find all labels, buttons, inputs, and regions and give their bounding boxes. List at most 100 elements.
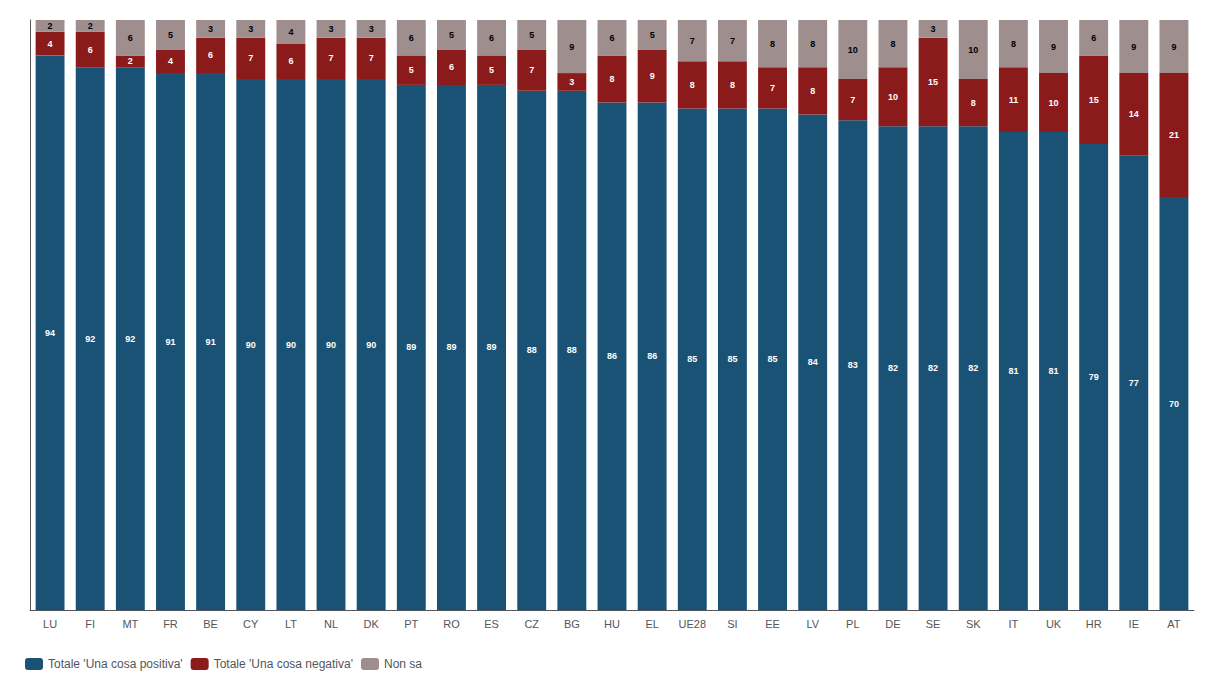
- svg-text:82: 82: [888, 363, 898, 373]
- svg-text:11: 11: [1009, 95, 1019, 105]
- svg-text:5: 5: [489, 65, 494, 75]
- svg-text:85: 85: [687, 354, 697, 364]
- svg-text:8: 8: [890, 39, 895, 49]
- svg-text:7: 7: [690, 36, 695, 46]
- svg-text:PL: PL: [846, 618, 859, 630]
- svg-text:5: 5: [529, 30, 534, 40]
- svg-text:10: 10: [848, 45, 858, 55]
- svg-text:7: 7: [369, 53, 374, 63]
- svg-text:FI: FI: [85, 618, 95, 630]
- svg-text:Non sa: Non sa: [384, 657, 422, 671]
- svg-text:90: 90: [246, 340, 256, 350]
- svg-text:9: 9: [650, 71, 655, 81]
- svg-text:5: 5: [168, 30, 173, 40]
- svg-text:4: 4: [288, 27, 293, 37]
- svg-text:8: 8: [730, 80, 735, 90]
- svg-text:90: 90: [286, 340, 296, 350]
- svg-text:PT: PT: [404, 618, 418, 630]
- svg-text:81: 81: [1008, 366, 1018, 376]
- svg-text:70: 70: [1169, 399, 1179, 409]
- svg-text:CZ: CZ: [524, 618, 539, 630]
- svg-text:91: 91: [206, 337, 216, 347]
- svg-text:6: 6: [409, 33, 414, 43]
- svg-text:6: 6: [288, 56, 293, 66]
- svg-text:88: 88: [567, 345, 577, 355]
- svg-text:UK: UK: [1046, 618, 1062, 630]
- svg-text:89: 89: [446, 342, 456, 352]
- svg-text:4: 4: [168, 56, 173, 66]
- svg-text:8: 8: [609, 74, 614, 84]
- svg-text:8: 8: [690, 80, 695, 90]
- svg-text:14: 14: [1129, 109, 1139, 119]
- svg-text:3: 3: [569, 77, 574, 87]
- svg-text:7: 7: [329, 53, 334, 63]
- svg-text:81: 81: [1049, 366, 1059, 376]
- svg-text:SE: SE: [926, 618, 941, 630]
- svg-text:6: 6: [449, 62, 454, 72]
- svg-text:2: 2: [128, 56, 133, 66]
- svg-text:LV: LV: [806, 618, 819, 630]
- svg-text:8: 8: [1011, 39, 1016, 49]
- svg-text:7: 7: [248, 53, 253, 63]
- svg-text:9: 9: [1131, 42, 1136, 52]
- svg-text:7: 7: [730, 36, 735, 46]
- svg-text:5: 5: [409, 65, 414, 75]
- svg-text:6: 6: [489, 33, 494, 43]
- svg-text:3: 3: [931, 24, 936, 34]
- svg-text:91: 91: [165, 337, 175, 347]
- svg-text:UE28: UE28: [679, 618, 707, 630]
- svg-text:8: 8: [971, 98, 976, 108]
- svg-text:3: 3: [329, 24, 334, 34]
- svg-text:3: 3: [369, 24, 374, 34]
- svg-text:5: 5: [449, 30, 454, 40]
- svg-text:85: 85: [768, 354, 778, 364]
- svg-text:90: 90: [326, 340, 336, 350]
- svg-text:90: 90: [366, 340, 376, 350]
- svg-text:2: 2: [48, 21, 53, 31]
- svg-text:77: 77: [1129, 378, 1139, 388]
- svg-text:83: 83: [848, 360, 858, 370]
- svg-text:15: 15: [1089, 95, 1099, 105]
- svg-text:8: 8: [810, 86, 815, 96]
- svg-text:6: 6: [609, 33, 614, 43]
- svg-text:9: 9: [1171, 42, 1176, 52]
- svg-text:2: 2: [88, 21, 93, 31]
- svg-text:7: 7: [770, 83, 775, 93]
- svg-text:ES: ES: [484, 618, 499, 630]
- svg-text:21: 21: [1169, 130, 1179, 140]
- svg-text:IE: IE: [1129, 618, 1139, 630]
- svg-text:SI: SI: [727, 618, 737, 630]
- svg-text:MT: MT: [122, 618, 138, 630]
- svg-text:LT: LT: [285, 618, 297, 630]
- svg-text:79: 79: [1089, 372, 1099, 382]
- svg-text:CY: CY: [243, 618, 259, 630]
- svg-text:89: 89: [406, 342, 416, 352]
- svg-text:88: 88: [527, 345, 537, 355]
- svg-text:86: 86: [647, 351, 657, 361]
- svg-text:Totale 'Una cosa positiva': Totale 'Una cosa positiva': [48, 657, 183, 671]
- svg-text:4: 4: [48, 39, 53, 49]
- svg-text:3: 3: [208, 24, 213, 34]
- svg-text:92: 92: [85, 334, 95, 344]
- svg-text:92: 92: [125, 334, 135, 344]
- svg-text:LU: LU: [43, 618, 57, 630]
- svg-text:7: 7: [529, 65, 534, 75]
- svg-text:IT: IT: [1008, 618, 1018, 630]
- svg-text:FR: FR: [163, 618, 178, 630]
- svg-text:BE: BE: [203, 618, 218, 630]
- svg-text:8: 8: [810, 39, 815, 49]
- svg-text:7: 7: [850, 95, 855, 105]
- svg-text:EE: EE: [765, 618, 780, 630]
- svg-text:HU: HU: [604, 618, 620, 630]
- svg-text:85: 85: [727, 354, 737, 364]
- svg-text:10: 10: [968, 45, 978, 55]
- svg-text:8: 8: [770, 39, 775, 49]
- svg-text:6: 6: [208, 50, 213, 60]
- svg-text:6: 6: [1091, 33, 1096, 43]
- svg-text:BG: BG: [564, 618, 580, 630]
- svg-text:82: 82: [928, 363, 938, 373]
- svg-text:15: 15: [928, 77, 938, 87]
- svg-text:94: 94: [45, 328, 55, 338]
- svg-text:SK: SK: [966, 618, 981, 630]
- svg-text:9: 9: [569, 42, 574, 52]
